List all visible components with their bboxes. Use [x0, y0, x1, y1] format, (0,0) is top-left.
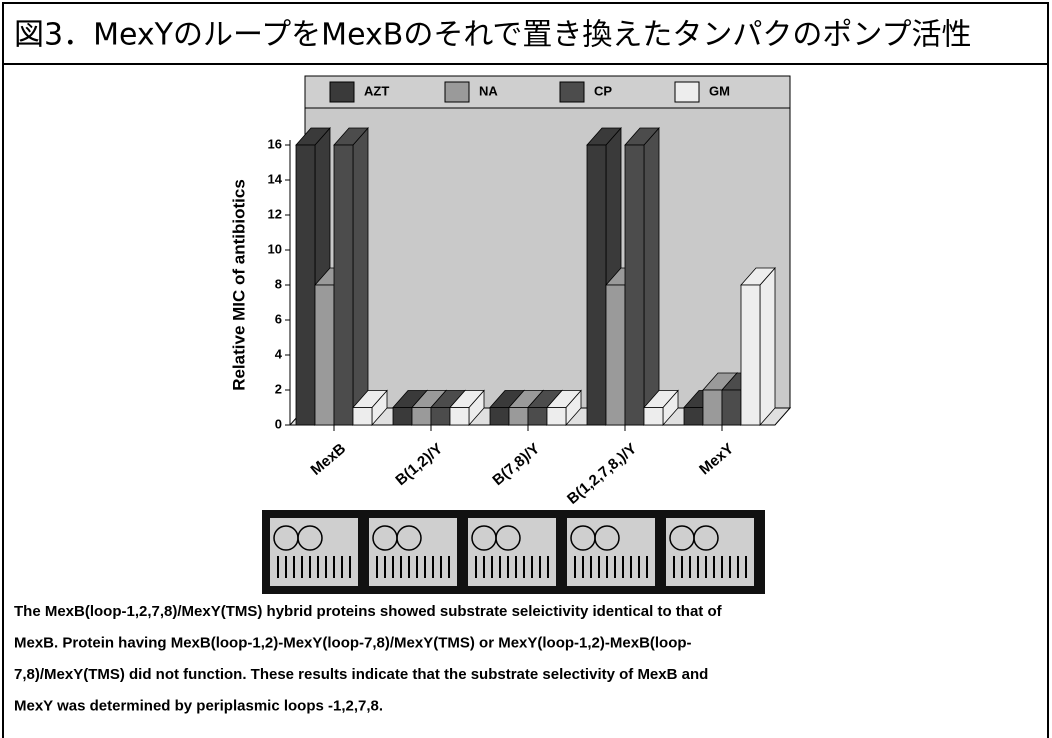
- y-tick-label: 2: [275, 381, 282, 396]
- bar: [741, 285, 760, 425]
- y-tick-label: 14: [268, 171, 283, 186]
- legend-label: AZT: [364, 83, 389, 98]
- bar: [625, 145, 644, 425]
- x-tick-label: MexB: [308, 440, 350, 479]
- bar: [547, 408, 566, 426]
- bar-side: [760, 268, 775, 425]
- slide: 図3．MexYのループをMexBのそれで置き換えたタンパクのポンプ活性 Rela…: [0, 0, 1052, 738]
- y-tick-label: 0: [275, 416, 282, 431]
- pictogram-bg: [270, 518, 358, 586]
- legend-swatch: [675, 82, 699, 102]
- bar: [450, 408, 469, 426]
- bar: [509, 408, 528, 426]
- y-tick-label: 16: [268, 136, 282, 151]
- y-tick-label: 10: [268, 241, 282, 256]
- legend-swatch: [560, 82, 584, 102]
- x-tick-label: B(1,2,7,8,)/Y: [564, 440, 640, 508]
- bar-side: [644, 128, 659, 425]
- bar: [296, 145, 315, 425]
- x-tick-label: B(1,2)/Y: [392, 440, 446, 489]
- bar: [528, 408, 547, 426]
- bar: [353, 408, 372, 426]
- y-tick-label: 8: [275, 276, 282, 291]
- y-tick-label: 4: [275, 346, 283, 361]
- legend-label: CP: [594, 83, 612, 98]
- topology-panel: [262, 510, 765, 594]
- bar: [587, 145, 606, 425]
- y-axis-label: Relative MIC of antibiotics: [229, 179, 248, 391]
- legend-label: GM: [709, 83, 730, 98]
- plot-wall: [305, 108, 790, 408]
- legend-swatch: [330, 82, 354, 102]
- caption-line: The MexB(loop-1,2,7,8)/MexY(TMS) hybrid …: [14, 603, 723, 620]
- bar: [722, 390, 741, 425]
- bar: [412, 408, 431, 426]
- bar: [606, 285, 625, 425]
- x-tick-label: MexY: [696, 440, 737, 478]
- caption: The MexB(loop-1,2,7,8)/MexY(TMS) hybrid …: [14, 603, 723, 715]
- page: {"header": {"title": "図3．MexYのループをMexBのそ…: [0, 0, 1052, 738]
- x-tick-label: B(7,8)/Y: [489, 440, 543, 489]
- bar-side: [353, 128, 368, 425]
- bar: [393, 408, 412, 426]
- pictogram-bg: [666, 518, 754, 586]
- caption-line: 7,8)/MexY(TMS) did not function. These r…: [14, 666, 708, 683]
- bar: [431, 408, 450, 426]
- bar: [315, 285, 334, 425]
- bar: [684, 408, 703, 426]
- bar: [490, 408, 509, 426]
- bar: [334, 145, 353, 425]
- pictogram-bg: [468, 518, 556, 586]
- y-tick-label: 6: [275, 311, 282, 326]
- bar: [703, 390, 722, 425]
- y-tick-label: 12: [268, 206, 282, 221]
- pictogram-bg: [369, 518, 457, 586]
- legend-swatch: [445, 82, 469, 102]
- caption-line: MexB. Protein having MexB(loop-1,2)-MexY…: [14, 634, 692, 651]
- caption-line: MexY was determined by periplasmic loops…: [14, 697, 383, 714]
- pictogram-bg: [567, 518, 655, 586]
- legend-label: NA: [479, 83, 498, 98]
- bar: [644, 408, 663, 426]
- slide-title: 図3．MexYのループをMexBのそれで置き換えたタンパクのポンプ活性: [14, 18, 972, 53]
